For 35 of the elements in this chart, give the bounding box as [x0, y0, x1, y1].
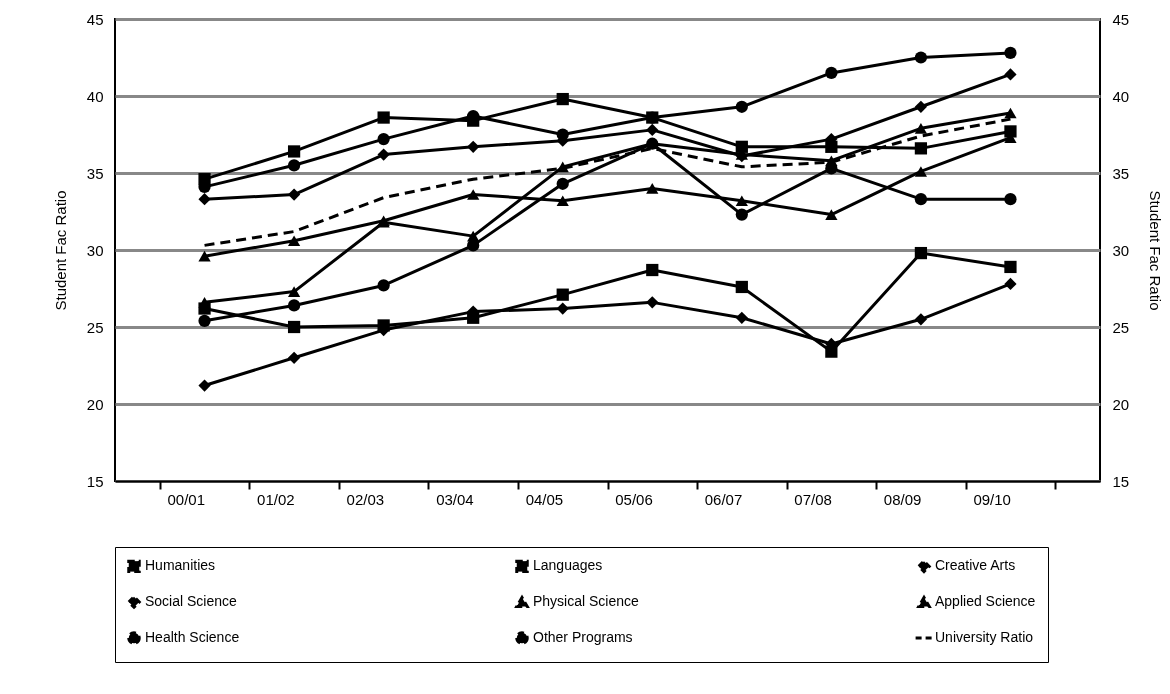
- y-tick-label: 25: [86, 318, 104, 336]
- legend-label: University Ratio: [935, 629, 1034, 645]
- legend-label: Other Programs: [533, 629, 633, 645]
- y-tick-label: 35: [86, 164, 104, 182]
- y-tick-label: 45: [86, 10, 104, 28]
- x-tick-label: 04/05: [525, 490, 564, 508]
- x-tick-label: 09/10: [973, 490, 1011, 508]
- legend-label: Creative Arts: [935, 557, 1016, 574]
- y-tick-label: 15: [86, 472, 104, 490]
- x-tick-label: 08/09: [883, 490, 922, 508]
- x-tick-label: 07/08: [794, 490, 832, 508]
- x-tick-label: 00/01: [167, 490, 206, 508]
- y2-tick-label: 30: [1112, 241, 1130, 259]
- x-tick-label: 03/04: [436, 490, 474, 508]
- y2-tick-label: 45: [1112, 10, 1130, 28]
- x-tick-label: 01/02: [257, 490, 295, 508]
- y2-axis-title: Student Fac Ratio: [1147, 190, 1165, 311]
- y2-tick-label: 25: [1112, 318, 1130, 336]
- legend-label: Social Science: [145, 593, 238, 609]
- y2-tick-label: 35: [1112, 164, 1130, 182]
- x-tick-label: 05/06: [615, 490, 653, 508]
- legend-label: Languages: [533, 557, 603, 574]
- legend-label: Applied Science: [935, 593, 1036, 609]
- legend-label: Health Science: [145, 629, 240, 645]
- legend-label: Humanities: [145, 557, 216, 574]
- y2-tick-label: 15: [1112, 472, 1130, 490]
- y-axis-title: Student Fac Ratio: [51, 190, 69, 311]
- y2-tick-label: 40: [1112, 87, 1130, 105]
- x-tick-label: 02/03: [346, 490, 385, 508]
- y-tick-label: 30: [86, 241, 104, 259]
- y2-tick-label: 20: [1112, 395, 1130, 413]
- legend-label: Physical Science: [533, 593, 640, 609]
- y-tick-label: 40: [86, 87, 104, 105]
- x-tick-label: 06/07: [704, 490, 743, 508]
- y-tick-label: 20: [86, 395, 104, 413]
